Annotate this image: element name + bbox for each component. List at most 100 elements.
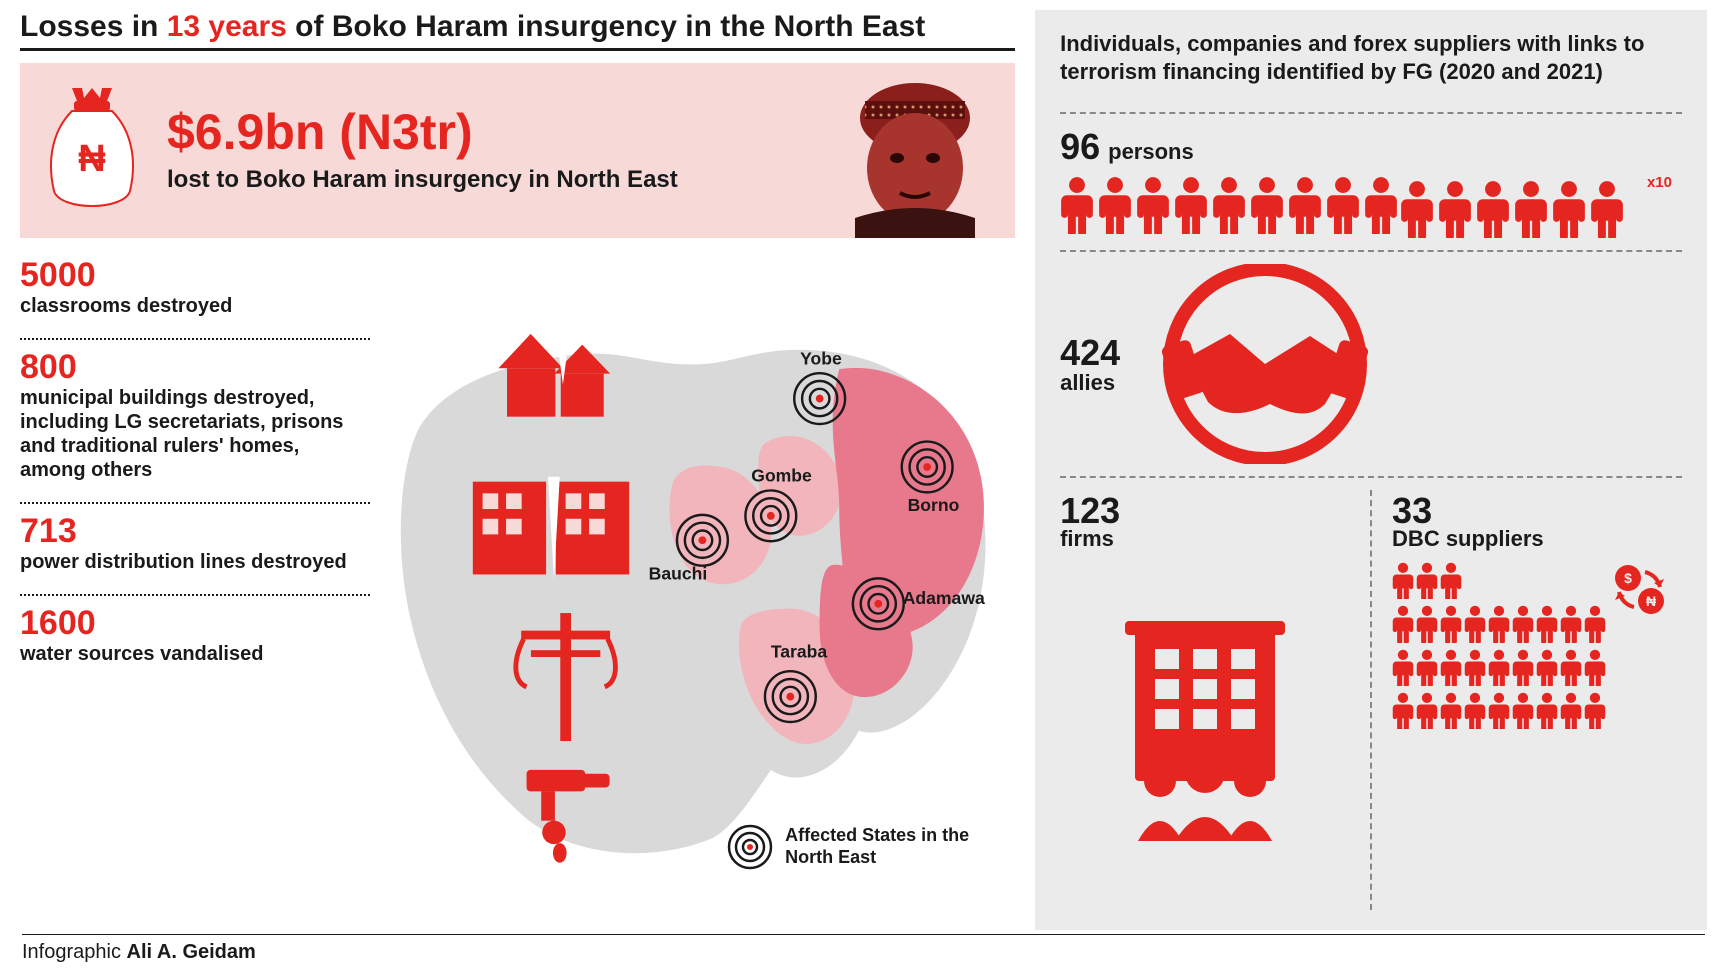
metric-persons: 96 persons <box>1060 126 1682 168</box>
stat-label: municipal buildings destroyed, including… <box>20 386 370 482</box>
allies-value: 424 <box>1060 332 1120 374</box>
state-label: Taraba <box>771 642 828 662</box>
person-icon <box>1560 692 1582 729</box>
infographic-root: Losses in 13 years of Boko Haram insurge… <box>0 0 1727 930</box>
separator <box>1060 476 1682 478</box>
person-icon <box>1416 605 1438 642</box>
right-title: Individuals, companies and forex supplie… <box>1060 30 1682 85</box>
person-icon <box>1464 649 1486 686</box>
portrait-photo <box>805 63 1015 238</box>
credit-name: Ali A. Geidam <box>127 941 256 963</box>
credit-line: Infographic Ali A. Geidam <box>22 934 1705 964</box>
person-icon <box>1584 692 1606 729</box>
metric-firms: 123 firms <box>1060 490 1372 910</box>
firms-label: firms <box>1060 526 1350 552</box>
stat-block: 5000 classrooms destroyed <box>20 258 370 318</box>
stat-label: power distribution lines destroyed <box>20 550 370 574</box>
handshake-icon <box>1150 264 1380 464</box>
state-label: Bauchi <box>649 563 708 583</box>
stat-value: 5000 <box>20 258 370 292</box>
headline-accent: 13 years <box>167 10 287 43</box>
stat-block: 1600 water sources vandalised <box>20 606 370 666</box>
person-icon <box>1392 605 1414 642</box>
left-panel: Losses in 13 years of Boko Haram insurge… <box>20 10 1015 930</box>
stat-label: classrooms destroyed <box>20 294 370 318</box>
person-icon <box>1440 692 1462 729</box>
stat-block: 713 power distribution lines destroyed <box>20 514 370 574</box>
person-icon <box>1212 176 1246 234</box>
person-icon <box>1098 176 1132 234</box>
right-panel: Individuals, companies and forex supplie… <box>1035 10 1707 930</box>
person-icon <box>1552 180 1586 238</box>
person-icon <box>1440 605 1462 642</box>
map-legend: Affected States in the North East <box>727 824 985 870</box>
money-bag-icon: ₦ <box>42 86 142 216</box>
metric-allies: 424 allies <box>1060 264 1682 464</box>
person-icon <box>1514 180 1548 238</box>
currency-exchange-icon: $ ₦ <box>1612 562 1667 617</box>
stat-block: 800 municipal buildings destroyed, inclu… <box>20 350 370 482</box>
person-icon <box>1512 692 1534 729</box>
person-icon <box>1174 176 1208 234</box>
person-icon <box>1584 649 1606 686</box>
legend-text: Affected States in the North East <box>785 825 985 868</box>
person-icon <box>1438 180 1472 238</box>
person-icon <box>1416 562 1438 599</box>
state-label: Adamawa <box>903 588 985 608</box>
svg-text:₦: ₦ <box>1646 593 1656 609</box>
persons-icon-grid: x10 <box>1060 176 1682 238</box>
person-icon <box>1512 649 1534 686</box>
stat-value: 1600 <box>20 606 370 640</box>
person-icon <box>1136 176 1170 234</box>
person-icon <box>1440 562 1462 599</box>
target-icon <box>727 824 773 870</box>
stat-value: 713 <box>20 514 370 548</box>
person-icon <box>1488 605 1510 642</box>
dotted-arrow-divider <box>20 502 370 504</box>
state-label: Yobe <box>800 348 842 368</box>
person-icon <box>1536 605 1558 642</box>
headline: Losses in 13 years of Boko Haram insurge… <box>20 10 1015 51</box>
person-icon <box>1590 180 1624 238</box>
svg-text:₦: ₦ <box>78 138 105 180</box>
person-icon <box>1464 605 1486 642</box>
person-icon <box>1512 605 1534 642</box>
svg-text:$: $ <box>1624 570 1632 586</box>
mid-section: 5000 classrooms destroyed 800 municipal b… <box>20 258 1015 930</box>
person-icon <box>1560 649 1582 686</box>
separator <box>1060 250 1682 252</box>
dotted-arrow-divider <box>20 338 370 340</box>
persons-label: persons <box>1108 139 1194 165</box>
credit-label: Infographic <box>22 941 127 963</box>
state-label: Gombe <box>751 466 812 486</box>
map-column: Yobe Borno Gombe Bauchi Adamawa Taraba Affect… <box>380 258 1015 930</box>
dbc-label: DBC suppliers <box>1392 526 1682 552</box>
dotted-arrow-divider <box>20 594 370 596</box>
person-icon <box>1440 649 1462 686</box>
stat-label: water sources vandalised <box>20 642 370 666</box>
headline-post: of Boko Haram insurgency in the North Ea… <box>287 10 925 43</box>
person-icon <box>1250 176 1284 234</box>
multiplier-label: x10 <box>1647 174 1672 191</box>
person-icon <box>1476 180 1510 238</box>
stat-value: 800 <box>20 350 370 384</box>
person-icon <box>1400 180 1434 238</box>
person-icon <box>1560 605 1582 642</box>
allies-label: allies <box>1060 370 1120 396</box>
persons-value: 96 <box>1060 126 1100 168</box>
person-icon <box>1464 692 1486 729</box>
person-icon <box>1060 176 1094 234</box>
person-icon <box>1488 692 1510 729</box>
metric-dbc: 33 DBC suppliers <box>1392 490 1682 910</box>
person-icon <box>1364 176 1398 234</box>
firm-building-icon <box>1100 621 1310 841</box>
person-icon <box>1326 176 1360 234</box>
state-label: Borno <box>908 495 960 515</box>
separator <box>1060 112 1682 114</box>
stats-column: 5000 classrooms destroyed 800 municipal b… <box>20 258 370 930</box>
person-icon <box>1392 692 1414 729</box>
bottom-metrics: 123 firms <box>1060 490 1682 910</box>
person-icon <box>1488 649 1510 686</box>
person-icon <box>1392 562 1414 599</box>
dbc-icon-grid <box>1392 562 1606 730</box>
